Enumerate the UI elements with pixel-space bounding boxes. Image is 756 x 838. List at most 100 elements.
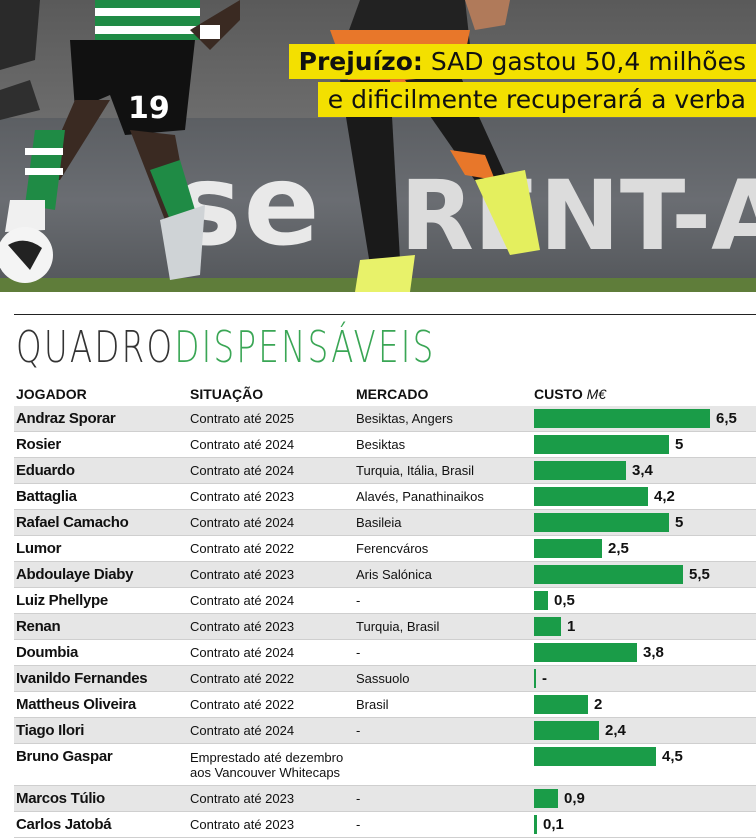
player-name: Lumor [16,540,62,557]
player-situacao: Contrato até 2024 [190,515,295,530]
table-row: Marcos Túlio Contrato até 2023 - 0,9 [14,786,756,812]
player-situacao: Contrato até 2023 [190,619,295,634]
player-mercado: Brasil [356,697,389,712]
player-mercado: Turquia, Brasil [356,619,440,634]
player-situacao: Contrato até 2022 [190,697,295,712]
player-mercado: Turquia, Itália, Brasil [356,463,475,478]
table-row: Tiago Ilori Contrato até 2024 - 2,4 [14,718,756,744]
player-mercado: - [356,723,361,738]
cost-bar [534,487,648,506]
player-mercado: - [356,645,361,660]
player-situacao: Contrato até 2024 [190,437,295,452]
player-name: Rafael Camacho [16,514,129,531]
player-situacao: Contrato até 2024 [190,593,295,608]
cost-bar [534,643,637,662]
table-row: Rosier Contrato até 2024 Besiktas 5 [14,432,756,458]
header-situacao: SITUAÇÃO [190,386,264,402]
player-mercado: Alavés, Panathinaikos [356,489,484,504]
cost-value: 3,8 [643,644,664,661]
table-row: Luiz Phellype Contrato até 2024 - 0,5 [14,588,756,614]
board-text-2: RENT-A [400,160,756,272]
cost-value: 4,2 [654,488,675,505]
table-row: Andraz Sporar Contrato até 2025 Besiktas, … [14,406,756,432]
player-name: Bruno Gaspar [16,748,113,765]
header-custo-label: CUSTO [534,386,583,402]
player-situacao: Contrato até 2023 [190,489,295,504]
player-situacao: Contrato até 2024 [190,463,295,478]
cost-bar [534,747,656,766]
table-title-part-1: QUADRO [16,322,175,373]
table-row: Mattheus Oliveira Contrato até 2022 Brasil… [14,692,756,718]
player-name: Abdoulaye Diaby [16,566,134,583]
cost-value: 0,1 [543,816,564,833]
player-name: Mattheus Oliveira [16,696,136,713]
player-situacao: Contrato até 2023 [190,817,295,832]
player-name: Tiago Ilori [16,722,85,739]
player-situacao: Contrato até 2024 [190,723,295,738]
header-custo: CUSTO M€ [534,386,606,402]
players-table: Andraz Sporar Contrato até 2025 Besiktas, … [14,406,756,838]
cost-bar [534,669,536,688]
player-situacao: Contrato até 2022 [190,671,295,686]
cost-value: - [542,670,547,687]
player-name: Carlos Jatobá [16,816,112,833]
cost-value: 5 [675,436,684,453]
table-row: Battaglia Contrato até 2023 Alavés, Panath… [14,484,756,510]
cost-value: 1 [567,618,576,635]
cost-bar [534,695,588,714]
player-mercado: - [356,791,361,806]
table-row: Carlos Jatobá Contrato até 2023 - 0,1 [14,812,756,838]
cost-value: 6,5 [716,410,737,427]
cost-bar [534,617,561,636]
cost-value: 2 [594,696,603,713]
player-name: Andraz Sporar [16,410,116,427]
header-custo-unit: M€ [586,386,607,402]
cost-value: 2,5 [608,540,629,557]
table-title: QUADRODISPENSÁVEIS [16,326,436,370]
headline-line-2: e dificilmente recuperará a verba [317,82,756,117]
cost-bar [534,815,537,834]
player-mercado: Aris Salónica [356,567,432,582]
section-divider [14,314,756,315]
cost-value: 0,5 [554,592,575,609]
player-mercado: - [356,593,361,608]
player-situacao: Emprestado até dezembro aos Vancouver Wh… [190,750,344,780]
player-green-jersey: 19 [0,0,240,283]
cost-bar [534,721,599,740]
cost-bar [534,789,558,808]
player-name: Marcos Túlio [16,790,105,807]
player-name: Doumbia [16,644,79,661]
cost-bar [534,513,669,532]
cost-bar [534,461,626,480]
table-row: Renan Contrato até 2023 Turquia, Brasil 1 [14,614,756,640]
player-name: Luiz Phellype [16,592,108,609]
player-mercado: Besiktas, Angers [356,411,453,426]
table-row: Bruno Gaspar Emprestado até dezembro aos … [14,744,756,786]
headline-lead: Prejuízo: [298,47,423,76]
cost-value: 4,5 [662,748,683,765]
player-mercado: - [356,817,361,832]
player-name: Ivanildo Fernandes [16,670,148,687]
player-situacao: Contrato até 2023 [190,791,295,806]
cost-value: 5 [675,514,684,531]
cost-bar [534,565,683,584]
player-situacao: Contrato até 2023 [190,567,295,582]
table-title-part-2: DISPENSÁVEIS [174,322,436,373]
cost-value: 5,5 [689,566,710,583]
cost-value: 0,9 [564,790,585,807]
player-name: Renan [16,618,61,635]
jersey-number: 19 [128,91,170,126]
player-mercado: Basileia [356,515,402,530]
table-row: Doumbia Contrato até 2024 - 3,8 [14,640,756,666]
player-mercado: Besiktas [356,437,406,452]
player-mercado: Ferencváros [356,541,429,556]
cost-bar [534,435,669,454]
article-photo: se RENT-A 19 Prejuízo: SAD gastou 50,4 [0,0,756,292]
headline-line-1: Prejuízo: SAD gastou 50,4 milhões [288,44,756,79]
header-jogador: JOGADOR [16,386,87,402]
player-situacao: Contrato até 2025 [190,411,295,426]
player-name: Rosier [16,436,61,453]
player-name: Battaglia [16,488,77,505]
cost-value: 2,4 [605,722,626,739]
table-row: Lumor Contrato até 2022 Ferencváros 2,5 [14,536,756,562]
